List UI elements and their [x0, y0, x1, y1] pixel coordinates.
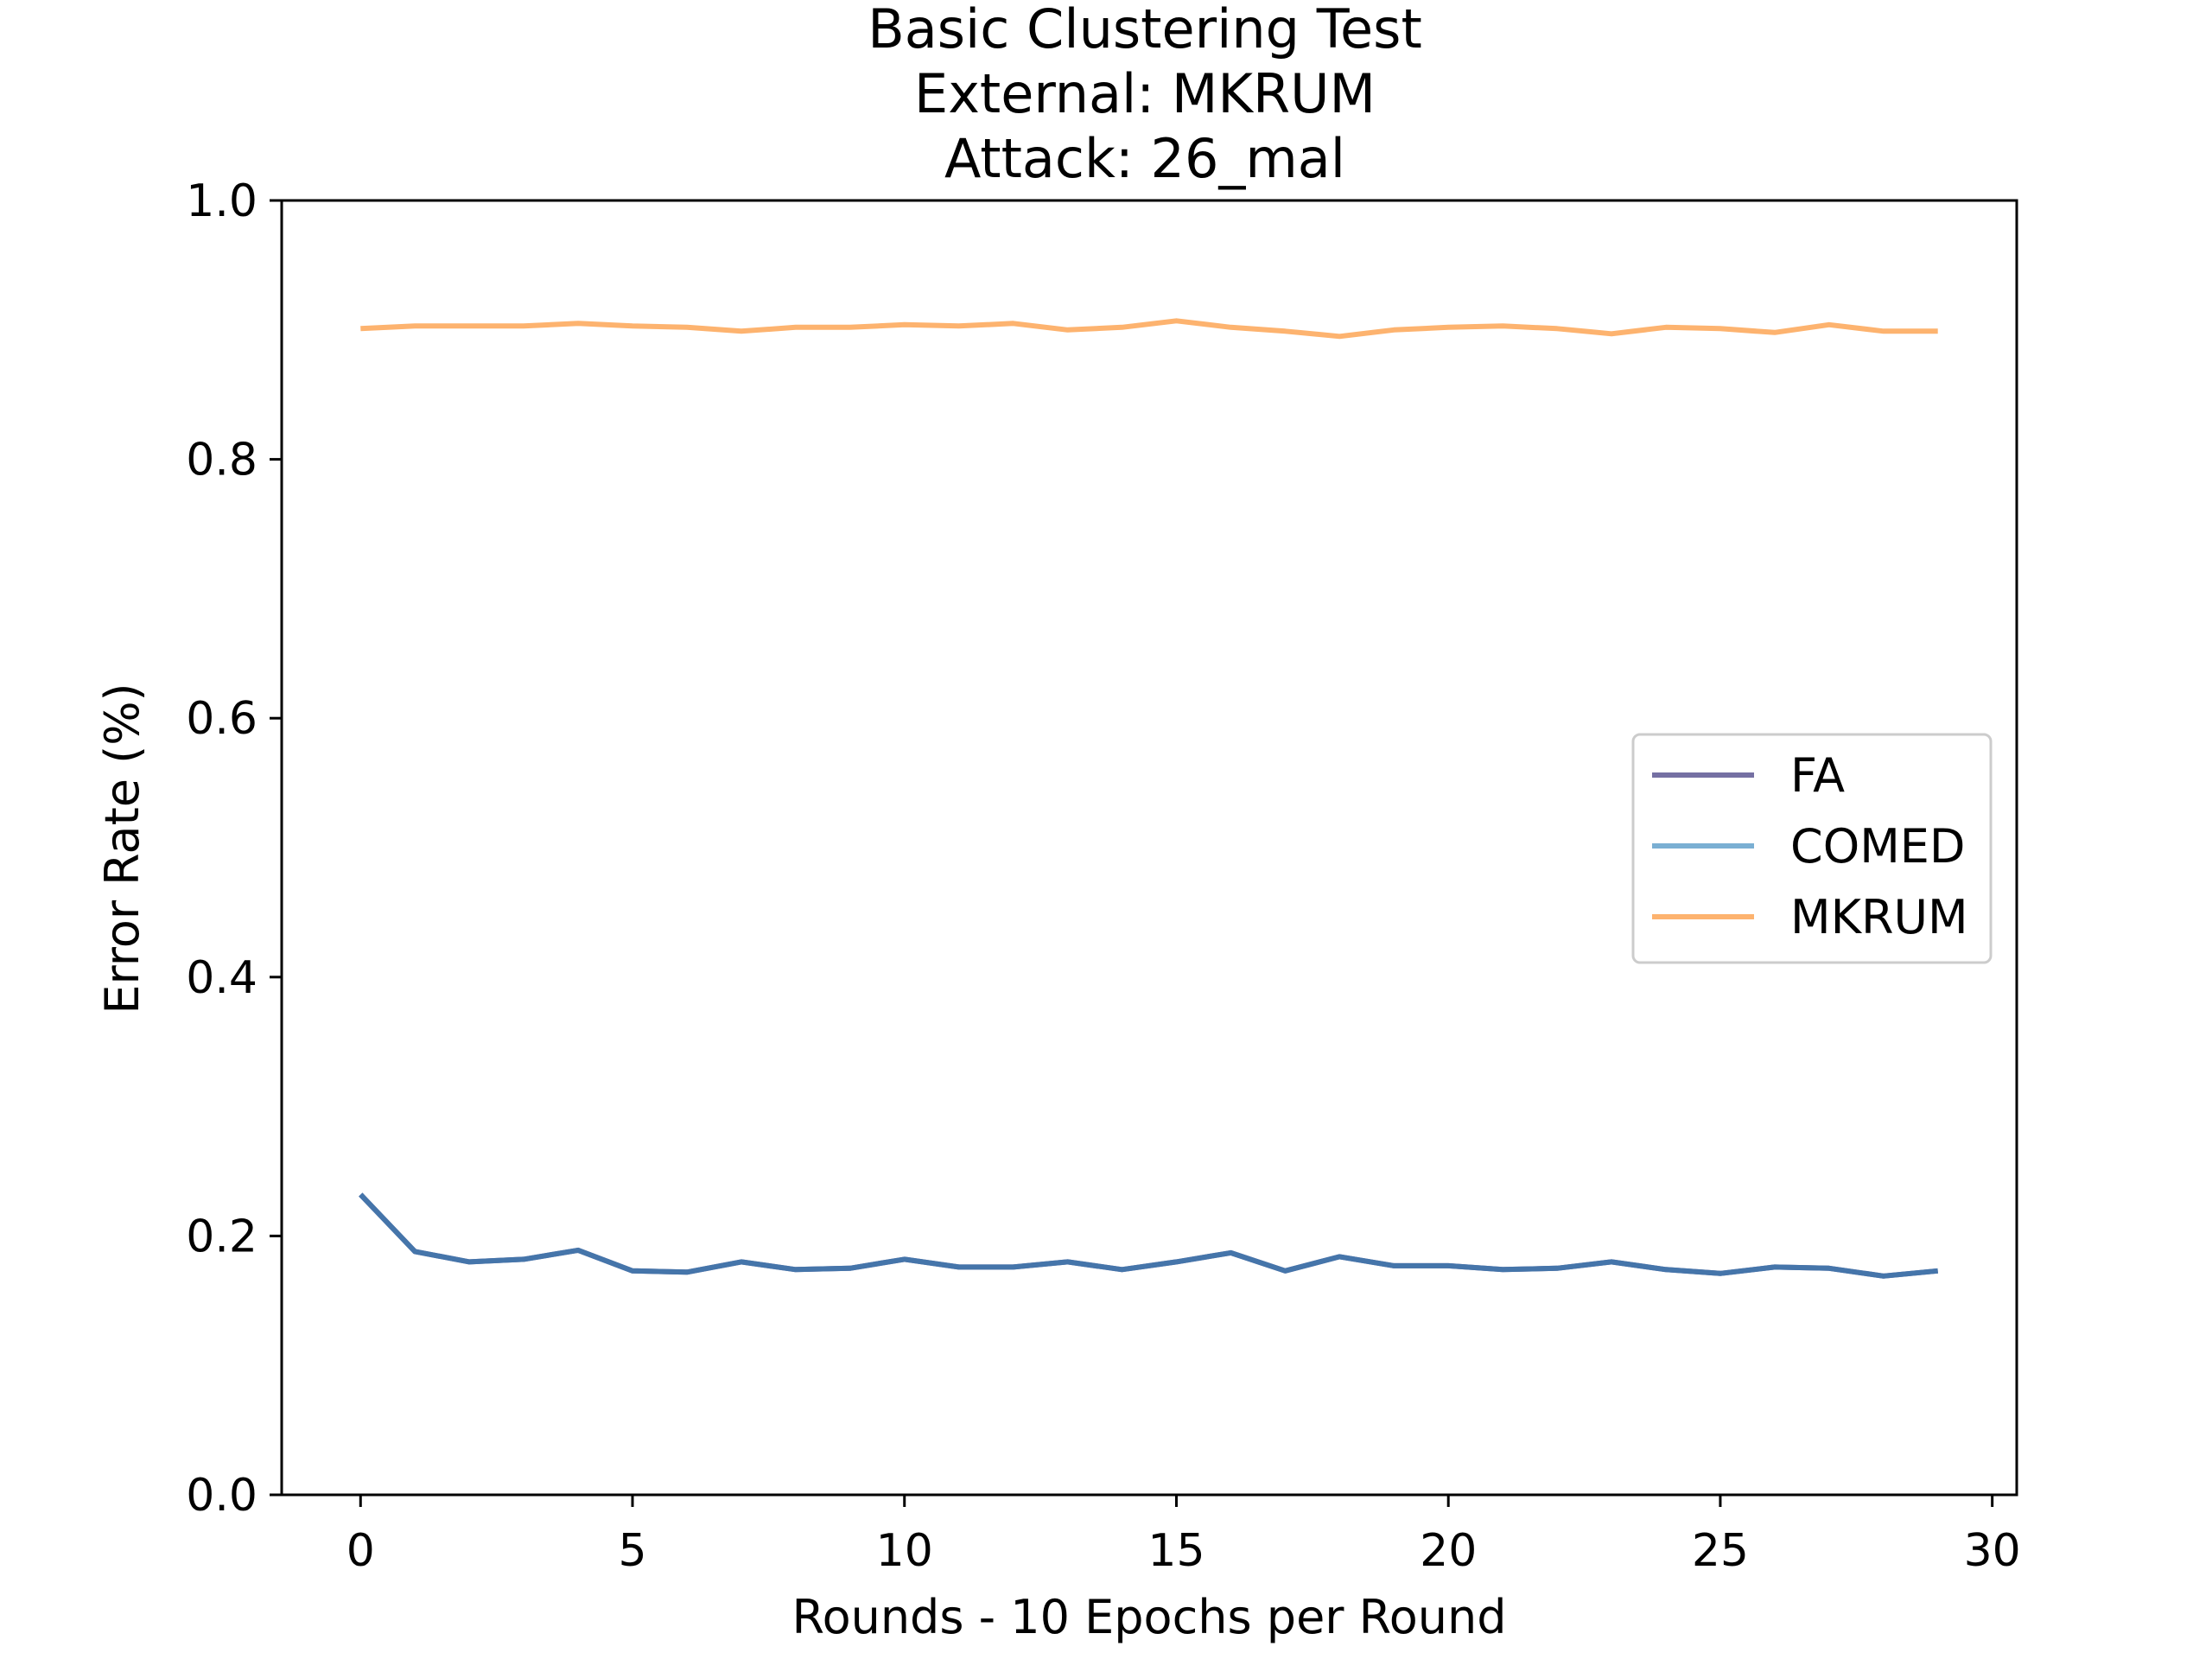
legend: FA COMED MKRUM: [1631, 733, 1993, 964]
x-axis: 0 5 10 15 20 25 30: [346, 1495, 2021, 1577]
y-axis-label: Error Rate (%): [95, 683, 149, 1014]
x-tick-label: 20: [1420, 1525, 1477, 1577]
y-tick-label: 0.4: [186, 952, 257, 1004]
y-tick-label: 1.0: [186, 175, 257, 227]
x-tick-label: 5: [618, 1525, 646, 1577]
y-axis: 0.0 0.2 0.4 0.6 0.8 1.0: [186, 175, 282, 1522]
series-layer: [359, 318, 1938, 1279]
x-axis-label: Rounds - 10 Epochs per Round: [791, 1590, 1506, 1644]
title-line-3: Attack: 26_mal: [944, 127, 1345, 190]
x-tick-label: 10: [876, 1525, 933, 1577]
series-line-comed: [359, 1192, 1938, 1279]
title-line-2: External: MKRUM: [914, 62, 1376, 125]
x-tick-label: 15: [1147, 1525, 1205, 1577]
x-tick-label: 30: [1964, 1525, 2021, 1577]
legend-label-comed: COMED: [1790, 819, 1966, 874]
plot-frame: [280, 199, 2018, 1497]
y-tick-label: 0.2: [186, 1211, 257, 1262]
y-tick-label: 0.0: [186, 1470, 257, 1522]
y-tick-label: 0.6: [186, 693, 257, 745]
legend-label-fa: FA: [1790, 748, 1845, 803]
title-line-1: Basic Clustering Test: [868, 0, 1422, 60]
chart-title: Basic Clustering Test External: MKRUM At…: [868, 0, 1422, 190]
series-line-mkrum: [360, 318, 1938, 340]
legend-box: [1631, 733, 1993, 964]
x-tick-label: 0: [346, 1525, 375, 1577]
x-tick-label: 25: [1692, 1525, 1749, 1577]
y-tick-label: 0.8: [186, 435, 257, 486]
legend-label-mkrum: MKRUM: [1790, 890, 1968, 944]
